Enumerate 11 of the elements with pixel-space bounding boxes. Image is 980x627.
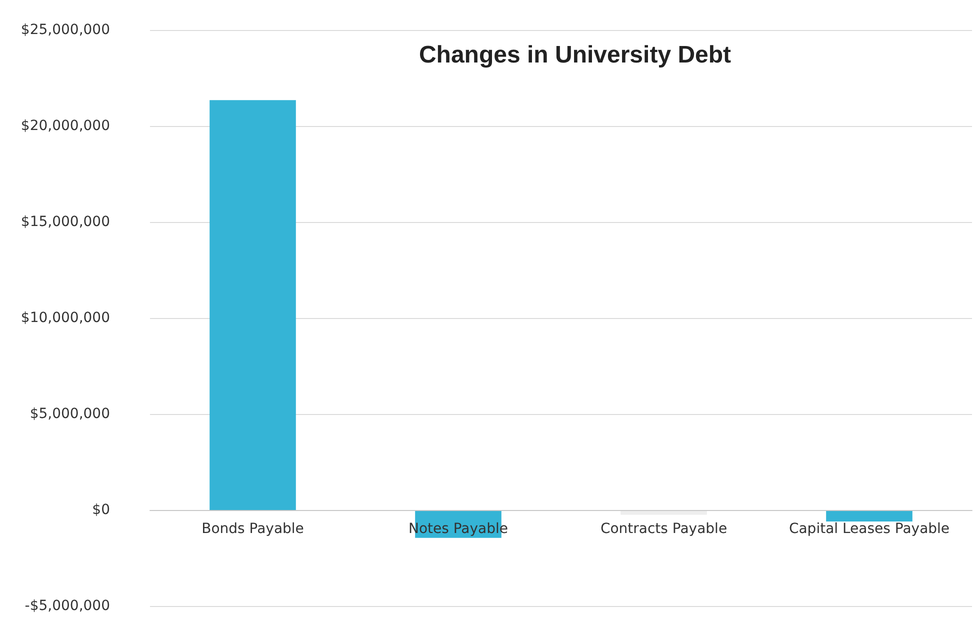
y-tick-label: -$5,000,000 xyxy=(24,598,110,614)
x-tick-label: Bonds Payable xyxy=(202,521,304,537)
text: Changes in University Debt xyxy=(418,42,732,68)
y-tick-label: $15,000,000 xyxy=(20,214,110,230)
y-tick-label: $20,000,000 xyxy=(20,118,110,134)
y-tick-label: $5,000,000 xyxy=(30,406,110,422)
x-tick-label: Contracts Payable xyxy=(600,521,728,537)
y-tick-label: $10,000,000 xyxy=(20,310,110,326)
x-tick-label: Capital Leases Payable xyxy=(788,521,950,537)
y-tick-label: $25,000,000 xyxy=(20,22,110,38)
y-tick-label: $0 xyxy=(92,502,110,518)
